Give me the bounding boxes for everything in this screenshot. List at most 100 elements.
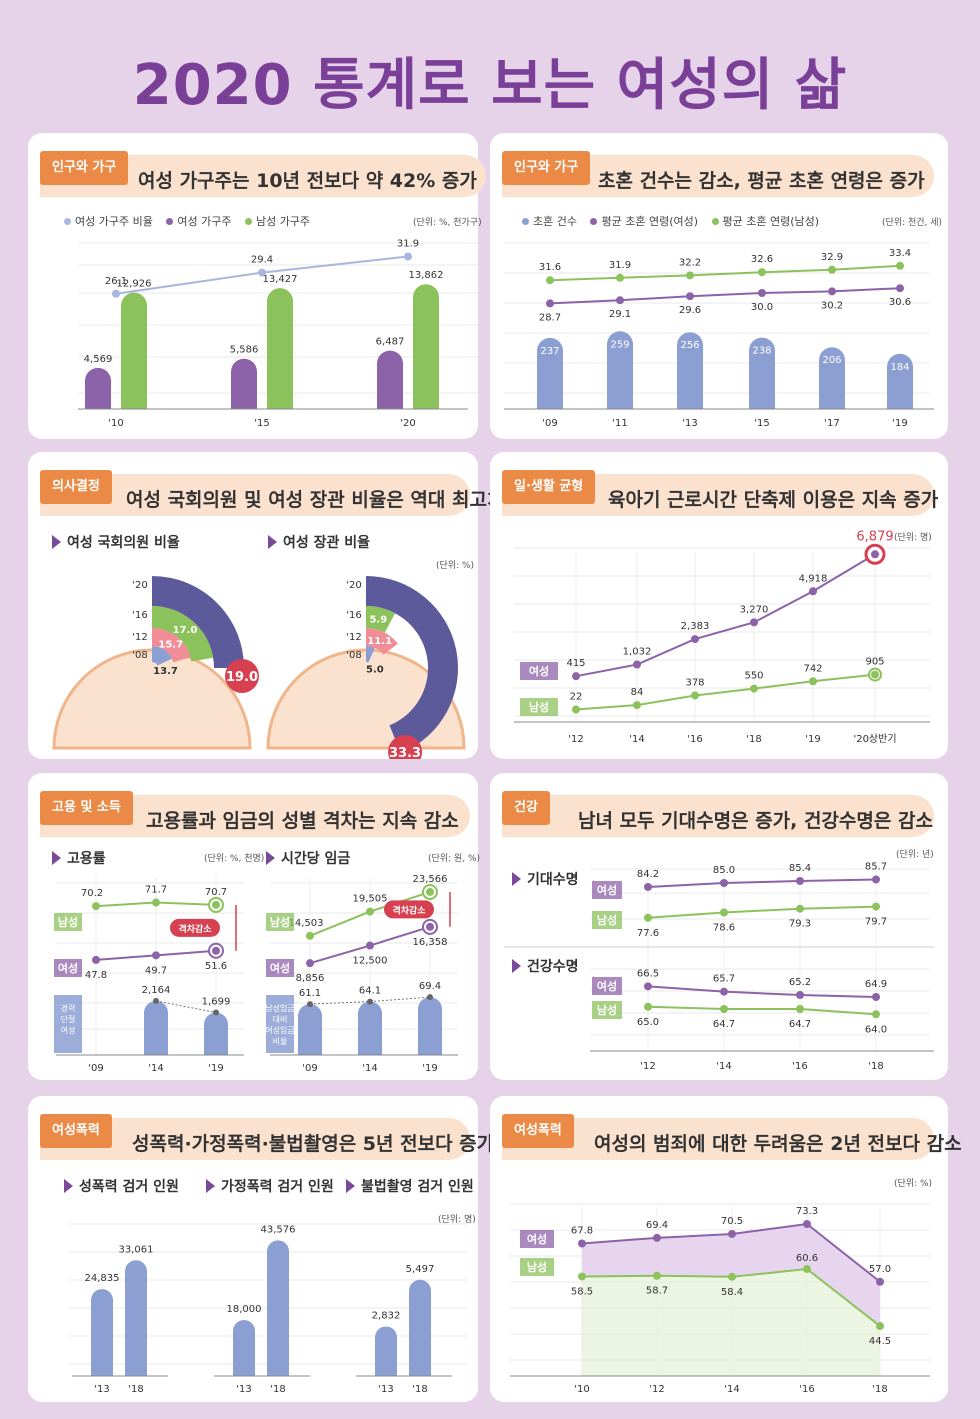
point-female (633, 660, 641, 669)
point-male (809, 677, 817, 686)
series-label-male: 남성 (270, 915, 290, 929)
bar-marriage-count-body (537, 350, 563, 409)
x-tick-label: '16 (799, 1384, 814, 1395)
line-female (647, 878, 877, 888)
point-male (871, 670, 879, 679)
point-female-age (616, 296, 624, 305)
data-label: 30.2 (821, 300, 843, 311)
point-female (426, 922, 434, 931)
ministers-value-label: 11.1 (367, 636, 392, 647)
unit-label: (단위: %, 천가구) (413, 218, 482, 228)
x-tick-label: '15 (754, 418, 769, 429)
point-male (644, 913, 652, 922)
bar-trend-point (367, 998, 373, 1005)
section-heading: 육아기 근로시간 단축제 이용은 지속 증가 (608, 489, 939, 511)
data-label: 29.1 (609, 309, 631, 320)
point-female (720, 987, 728, 996)
data-label: 31.6 (539, 262, 561, 273)
data-label: 73.3 (796, 1206, 818, 1217)
data-label: 32.9 (821, 252, 843, 263)
series-label-male-bg (592, 1001, 622, 1019)
section-tag: 일·생활 균형 (502, 470, 596, 504)
subtitle-life-expectancy: 기대수명 (512, 869, 579, 889)
data-label: 4,918 (799, 573, 828, 584)
data-label: 1,699 (202, 997, 231, 1008)
data-label: 8,856 (296, 973, 325, 984)
subtitle-sexual-violence: 성폭력 검거 인원 (64, 1176, 179, 1196)
subtitle-healthy-life: 건강수명 (512, 956, 579, 976)
data-label: 1,032 (623, 647, 652, 658)
sexual-violence-x-tick-label: '18 (128, 1384, 143, 1395)
data-label: 65.2 (789, 977, 811, 988)
x-tick-label: '10 (108, 418, 123, 429)
data-label: 44.5 (869, 1336, 891, 1347)
assembly-value-label: 15.7 (158, 639, 183, 650)
subtitle-assembly: 여성 국회의원 비율 (52, 532, 180, 552)
data-label: 31.9 (397, 239, 419, 250)
data-label: 79.7 (865, 917, 887, 928)
line-male (575, 673, 876, 711)
illegal-filming-data-label: 5,497 (406, 1264, 435, 1275)
section-tag: 건강 (502, 791, 550, 825)
data-label: 550 (744, 671, 763, 682)
data-label: 23,566 (413, 874, 448, 885)
x-tick-label: '12 (640, 1061, 655, 1072)
assembly-year-label: '16 (132, 610, 147, 621)
gap-badge-bg (384, 900, 434, 919)
domestic-violence-x-tick-label: '13 (236, 1384, 251, 1395)
bar-female-head-body (231, 371, 257, 409)
series-label-male: 남성 (597, 1003, 617, 1017)
data-label: 30.6 (889, 297, 911, 308)
data-label: 61.1 (299, 988, 321, 999)
point-female-age (828, 287, 836, 296)
legend: 초혼 건수 평균 초혼 연령(여성) 평균 초혼 연령(남성) (512, 213, 819, 229)
point-male (872, 902, 880, 911)
data-label: 29.6 (679, 305, 701, 316)
page-title: 2020 통계로 보는 여성의 삶 (132, 53, 848, 118)
data-label: 58.4 (721, 1287, 743, 1298)
domestic-violence-data-label: 43,576 (261, 1224, 296, 1235)
point-male (426, 887, 434, 896)
panel-violence: 여성폭력 성폭력·가정폭력·불법촬영은 5년 전보다 증가 성폭력 검거 인원 … (28, 1096, 494, 1402)
bar-trend-point (307, 1001, 313, 1008)
data-label: 12,926 (117, 279, 152, 290)
series-label-male: 남성 (597, 913, 617, 927)
point-female (750, 618, 758, 627)
assembly-year-label: '20 (132, 580, 147, 591)
unit-label: (단위: %, 천명) (204, 854, 265, 864)
panel-marriage: 인구와 가구 초혼 건수는 감소, 평균 초혼 연령은 증가 초혼 건수 평균 … (490, 133, 948, 439)
ministers-slice (366, 606, 396, 633)
reduced-hours-chart: 415 1,032 2,383 3,270 4,918 6,879 22 84 378 550 74… (514, 529, 930, 745)
point-male-age (896, 261, 904, 270)
x-tick-label: '18 (746, 734, 761, 745)
point-female (653, 1233, 661, 1242)
point-female (728, 1229, 736, 1238)
series-label-male: 남성 (527, 1260, 547, 1274)
series-label-female-bg (266, 959, 294, 977)
data-label: 5,586 (230, 345, 259, 356)
data-label: 69.4 (646, 1220, 668, 1231)
data-label: 16,358 (413, 937, 448, 948)
data-label: 49.7 (145, 965, 167, 976)
point-female (876, 1277, 884, 1286)
data-label: 70.2 (81, 888, 103, 899)
point-female-age (896, 284, 904, 293)
illegal-filming-bar-body (375, 1337, 397, 1376)
point-male (653, 1271, 661, 1280)
section-tag: 고용 및 소득 (40, 791, 133, 825)
series-label-female-bg (520, 1230, 554, 1248)
point-female (644, 883, 652, 891)
series-label-male-bg (266, 913, 294, 931)
point-male (92, 902, 100, 911)
series-label-male-bg (520, 698, 558, 716)
point-female (92, 955, 100, 964)
data-label: 58.7 (646, 1286, 668, 1297)
data-label: 31.9 (609, 260, 631, 271)
subtitle-domestic-violence: 가정폭력 검거 인원 (206, 1176, 334, 1196)
x-tick-label: '12 (649, 1384, 664, 1395)
ministers-year-label: '16 (346, 610, 361, 621)
point-female (366, 941, 374, 950)
section-tag: 의사결정 (40, 470, 112, 504)
data-label: 67.8 (571, 1226, 593, 1237)
data-label: 6,487 (376, 337, 405, 348)
